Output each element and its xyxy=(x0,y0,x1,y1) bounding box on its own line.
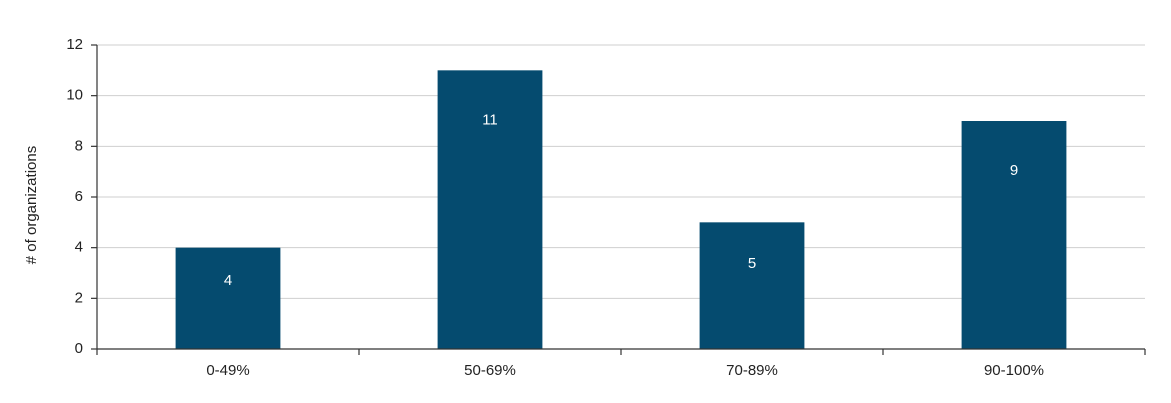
x-tick-label: 70-89% xyxy=(726,362,778,379)
y-tick-label: 4 xyxy=(75,239,83,256)
data-label: 9 xyxy=(1010,162,1018,179)
y-tick-label: 6 xyxy=(75,188,83,205)
bar xyxy=(175,247,281,349)
y-tick-label: 12 xyxy=(66,36,83,53)
y-tick-label: 2 xyxy=(75,289,83,306)
y-tick-label: 10 xyxy=(66,87,83,104)
data-label: 4 xyxy=(224,272,232,289)
x-tick-label: 0-49% xyxy=(206,362,249,379)
data-label: 11 xyxy=(482,111,498,128)
y-tick-label: 0 xyxy=(75,340,83,357)
bar xyxy=(961,121,1067,349)
bar xyxy=(437,70,543,349)
y-axis-label: # of organizations xyxy=(23,146,40,264)
data-label: 5 xyxy=(748,255,756,272)
bar xyxy=(699,222,805,349)
x-tick-label: 50-69% xyxy=(464,362,516,379)
y-tick-label: 8 xyxy=(75,137,83,154)
x-tick-label: 90-100% xyxy=(984,362,1044,379)
